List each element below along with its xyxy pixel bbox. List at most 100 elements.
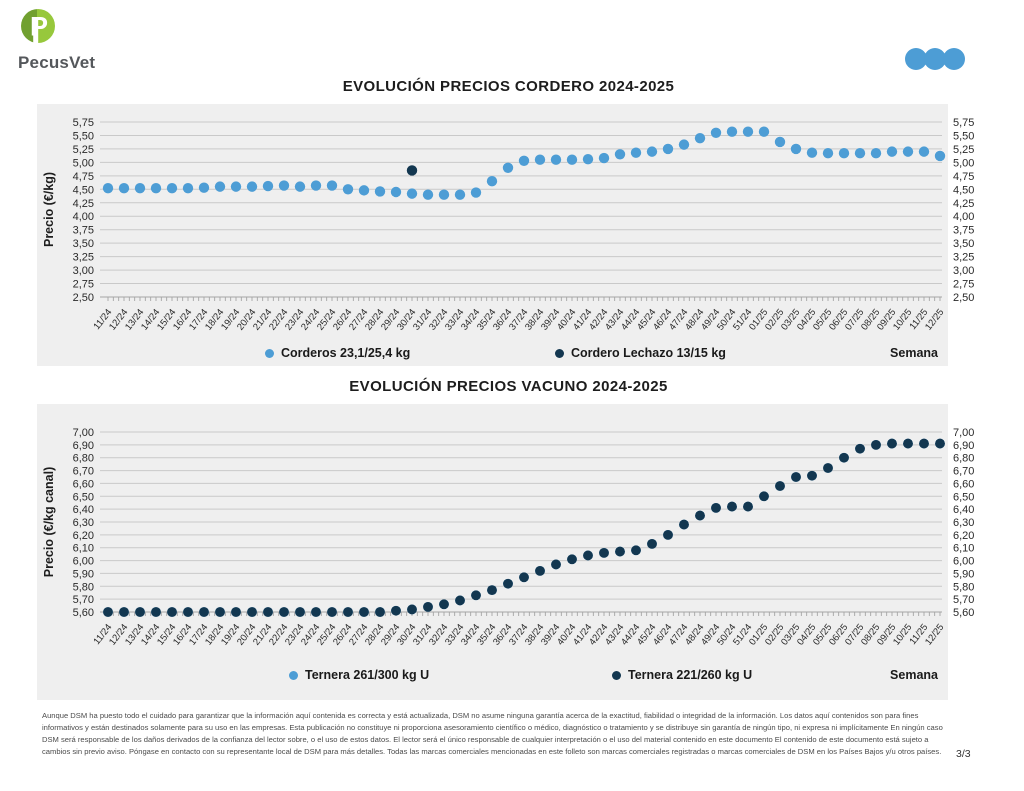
data-point bbox=[359, 607, 369, 617]
data-point bbox=[390, 186, 402, 198]
y-tick-label-left: 6,00 bbox=[73, 556, 94, 568]
y-tick-label-left: 5,60 bbox=[73, 607, 94, 619]
data-point bbox=[167, 607, 177, 617]
x-axis-title: Semana bbox=[890, 668, 938, 682]
data-point bbox=[566, 154, 578, 165]
y-tick-label-right: 3,25 bbox=[953, 252, 974, 264]
y-tick-label-left: 5,80 bbox=[73, 581, 94, 593]
data-point bbox=[838, 148, 850, 159]
data-point bbox=[790, 143, 802, 155]
data-point bbox=[422, 189, 434, 200]
vacuno-chart-plot: 5,60 5,605,70 5,705,80 5,805,90 5,906,00 6,00… bbox=[37, 404, 974, 700]
data-point bbox=[455, 595, 465, 606]
y-tick-label-right: 4,50 bbox=[953, 184, 974, 196]
pecusvet-logo: P PecusVet bbox=[16, 6, 126, 73]
y-tick-label-right: 5,50 bbox=[953, 130, 974, 142]
vacuno-chart-legend: Ternera 261/300 kg U Ternera 221/260 kg … bbox=[37, 668, 948, 686]
data-point bbox=[823, 463, 833, 473]
data-point bbox=[374, 186, 386, 197]
data-point bbox=[551, 559, 561, 570]
y-tick-label-left: 6,70 bbox=[73, 466, 94, 478]
y-tick-label-left: 6,60 bbox=[73, 478, 94, 490]
data-point bbox=[439, 599, 449, 610]
y-tick-label-left: 6,20 bbox=[73, 530, 94, 542]
y-tick-label-right: 4,00 bbox=[953, 211, 974, 223]
data-point bbox=[134, 183, 146, 194]
data-point bbox=[887, 438, 897, 449]
data-point bbox=[679, 519, 689, 530]
data-point bbox=[503, 578, 513, 589]
data-point bbox=[710, 127, 722, 138]
y-tick-label-right: 6,80 bbox=[953, 453, 974, 465]
data-point bbox=[342, 184, 354, 195]
data-point bbox=[215, 607, 225, 617]
y-tick-label-right: 5,80 bbox=[953, 581, 974, 593]
page-number: 3/3 bbox=[956, 748, 971, 760]
y-tick-label-left: 3,50 bbox=[73, 238, 94, 250]
y-tick-label-left: 6,30 bbox=[73, 517, 94, 529]
cordero-chart-block: EVOLUCIÓN PRECIOS CORDERO 2024-2025 2,50… bbox=[37, 74, 980, 368]
y-tick-label-left: 5,70 bbox=[73, 594, 94, 606]
cordero-chart-legend: Corderos 23,1/25,4 kg Cordero Lechazo 13… bbox=[37, 346, 948, 364]
data-point bbox=[246, 181, 258, 192]
y-tick-label-left: 5,00 bbox=[73, 157, 94, 169]
data-point bbox=[375, 607, 385, 617]
data-point bbox=[151, 607, 161, 617]
data-point bbox=[263, 607, 273, 617]
data-point bbox=[615, 546, 625, 557]
data-point bbox=[695, 510, 705, 521]
y-tick-label-left: 2,50 bbox=[73, 292, 94, 304]
y-tick-label-right: 5,60 bbox=[953, 607, 974, 619]
data-point bbox=[711, 502, 721, 513]
data-point bbox=[438, 189, 450, 200]
data-point bbox=[599, 547, 609, 558]
vacuno-chart-block: EVOLUCIÓN PRECIOS VACUNO 2024-2025 5,60 5… bbox=[37, 374, 980, 702]
y-tick-label-right: 6,30 bbox=[953, 517, 974, 529]
y-tick-label-left: 5,25 bbox=[73, 144, 94, 156]
data-point bbox=[662, 143, 674, 155]
data-point bbox=[135, 607, 145, 617]
legend-item-corderos: Corderos 23,1/25,4 kg bbox=[265, 346, 410, 360]
data-point bbox=[470, 187, 482, 198]
y-tick-label-left: 5,90 bbox=[73, 568, 94, 580]
data-point bbox=[598, 152, 610, 164]
y-tick-label-right: 5,90 bbox=[953, 568, 974, 580]
data-point bbox=[486, 176, 498, 187]
data-point bbox=[262, 180, 274, 192]
data-point bbox=[487, 585, 497, 596]
data-point bbox=[807, 470, 817, 481]
y-tick-label-left: 6,90 bbox=[73, 440, 94, 452]
data-point bbox=[567, 554, 577, 565]
y-tick-label-right: 5,00 bbox=[953, 157, 974, 169]
y-tick-label-right: 6,70 bbox=[953, 466, 974, 478]
data-point bbox=[278, 180, 290, 191]
data-point bbox=[774, 136, 786, 148]
y-tick-label-right: 2,50 bbox=[953, 292, 974, 304]
data-point bbox=[103, 607, 113, 617]
data-point bbox=[839, 452, 849, 463]
data-point bbox=[391, 605, 401, 616]
data-point bbox=[919, 438, 929, 449]
data-point bbox=[631, 545, 641, 556]
y-tick-label-left: 6,80 bbox=[73, 453, 94, 465]
data-point bbox=[534, 154, 546, 165]
y-tick-label-right: 6,10 bbox=[953, 543, 974, 555]
x-axis-title: Semana bbox=[890, 346, 938, 360]
data-point bbox=[327, 607, 337, 617]
y-tick-label-left: 4,00 bbox=[73, 211, 94, 223]
data-point bbox=[663, 529, 673, 540]
data-point bbox=[198, 182, 210, 193]
data-point bbox=[775, 481, 785, 491]
data-point bbox=[903, 438, 913, 449]
data-point bbox=[118, 183, 130, 194]
data-point bbox=[535, 565, 545, 576]
corderos-series-dot-icon bbox=[265, 348, 274, 358]
y-tick-label-left: 4,50 bbox=[73, 184, 94, 196]
legend-label: Cordero Lechazo 13/15 kg bbox=[571, 346, 726, 360]
data-point bbox=[406, 188, 418, 199]
data-point bbox=[166, 183, 178, 194]
data-point bbox=[343, 607, 353, 617]
y-axis-title: Precio (€/kg canal) bbox=[42, 467, 56, 577]
legend-item-ternera-221-260: Ternera 221/260 kg U bbox=[612, 668, 752, 682]
data-point bbox=[918, 146, 930, 157]
